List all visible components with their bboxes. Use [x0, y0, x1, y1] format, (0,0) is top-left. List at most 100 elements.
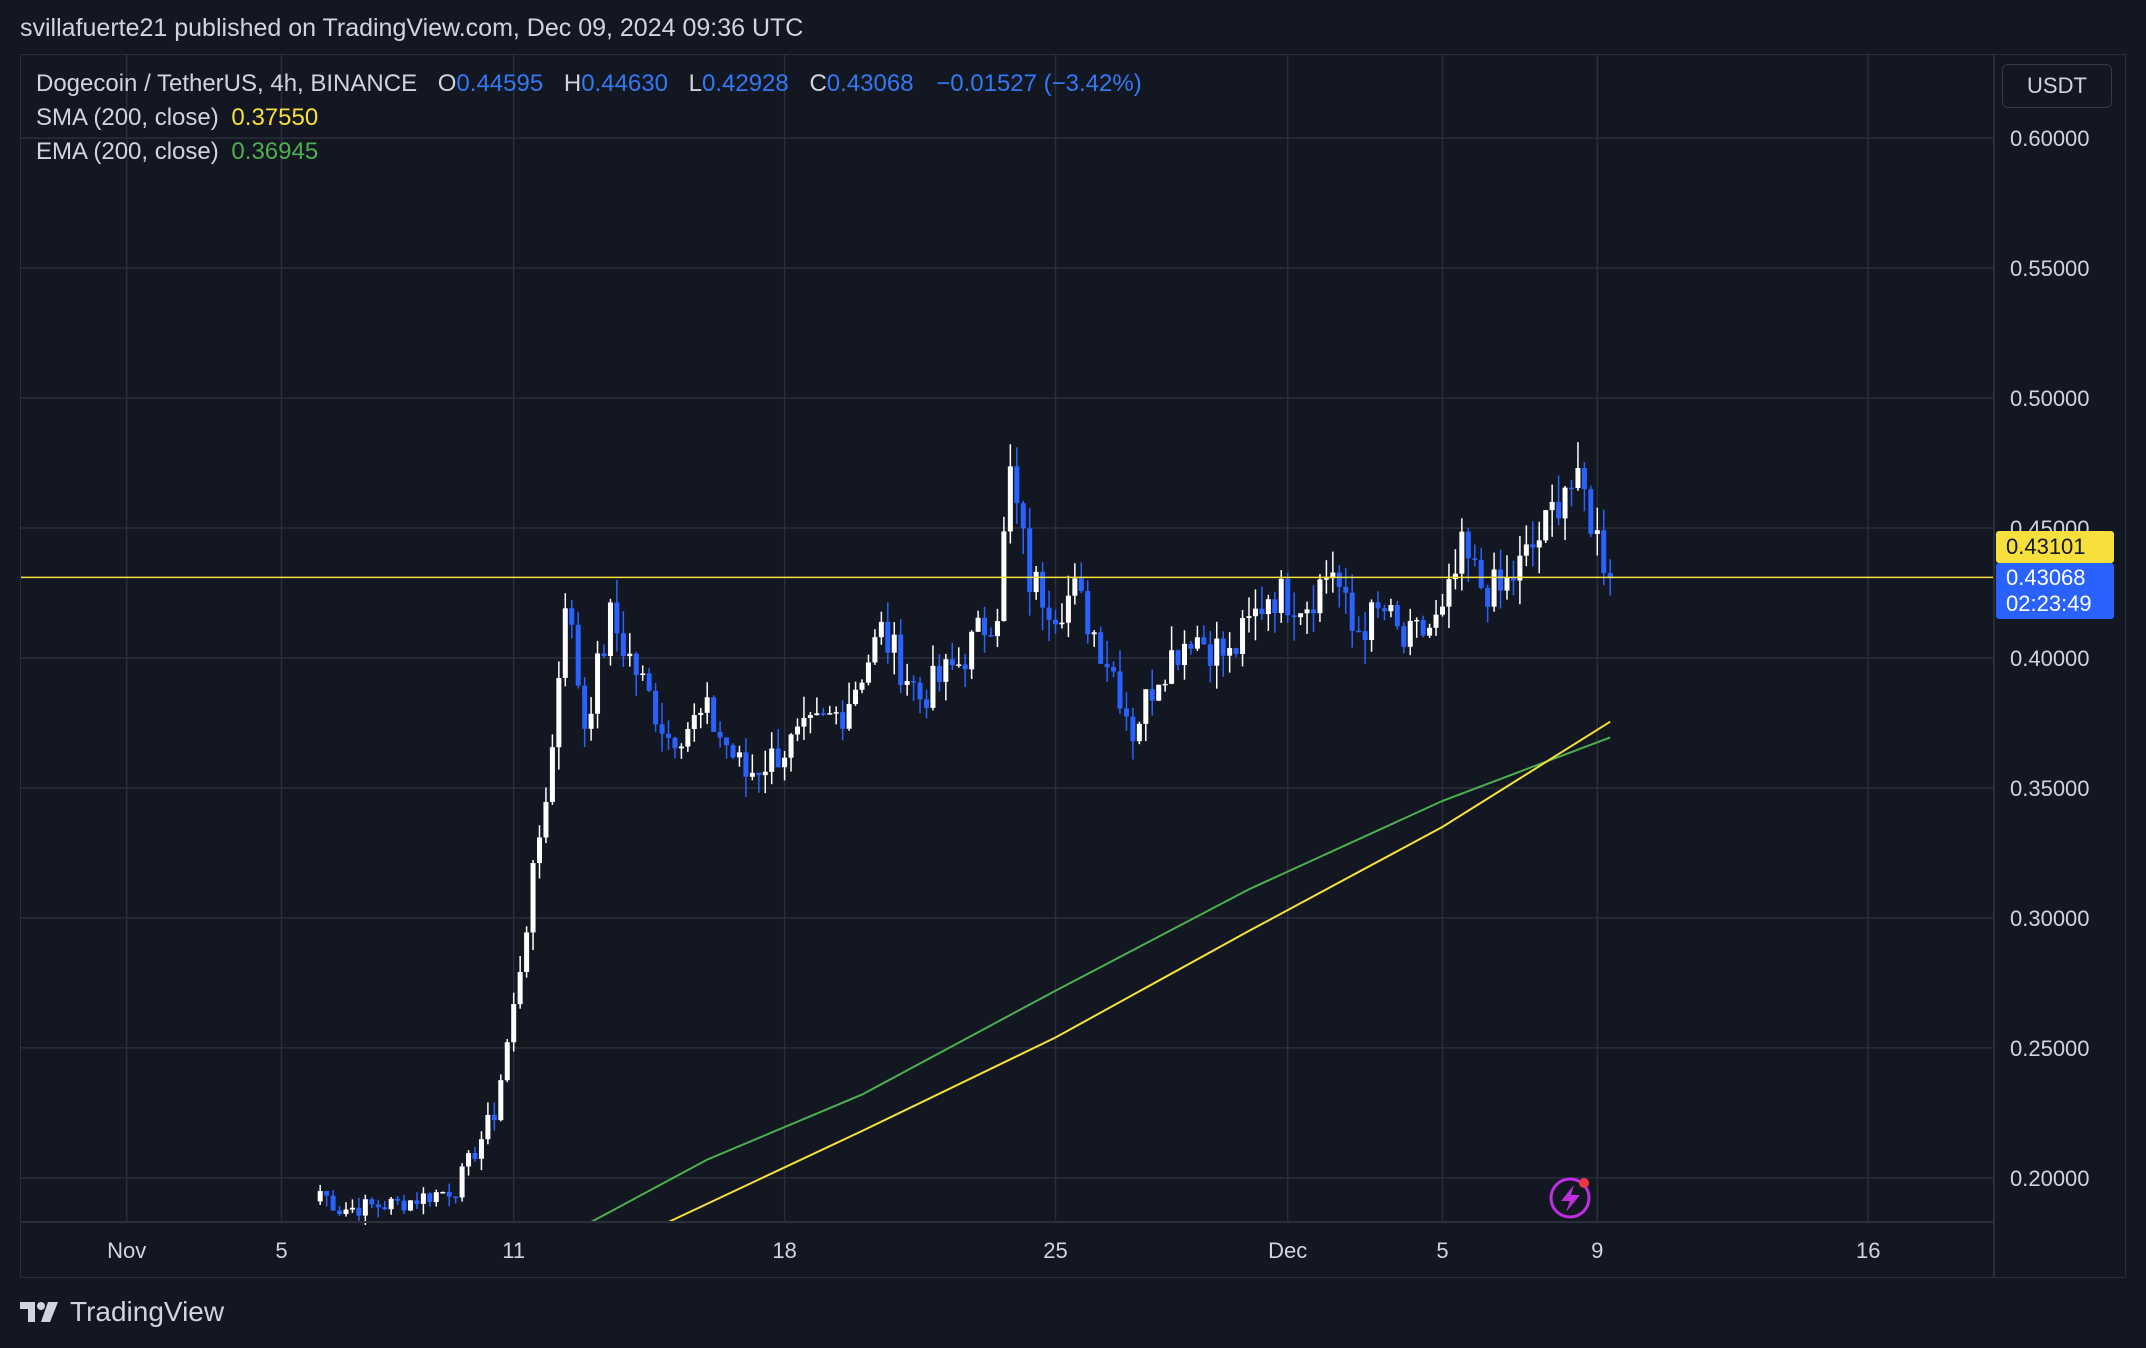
candle-up [607, 602, 613, 657]
candle-down [1420, 619, 1426, 636]
candle-up [537, 837, 542, 864]
candle-down [1381, 608, 1387, 612]
candle-down [414, 1200, 420, 1204]
candle-down [1040, 571, 1046, 608]
candle-up [595, 653, 601, 714]
candle-up [1440, 606, 1445, 615]
hline-price-label: 0.43101 [2006, 534, 2086, 559]
candle-down [717, 731, 723, 738]
candle-up [1227, 648, 1233, 656]
candle-down [1311, 609, 1316, 614]
candle-up [878, 621, 884, 638]
candle-down [711, 697, 717, 732]
candle-down [620, 633, 626, 657]
candle-down [1233, 648, 1239, 654]
candle-up [1156, 684, 1162, 701]
candle-down [949, 659, 955, 666]
candle-up [440, 1191, 446, 1194]
candle-down [1053, 619, 1058, 625]
candle-up [736, 752, 742, 758]
candle-up [1001, 531, 1007, 622]
candle-up [517, 971, 523, 1005]
candle-down [575, 624, 581, 686]
candle-down [601, 653, 607, 657]
candle-down [369, 1199, 375, 1205]
sma-label: SMA (200, close) [36, 104, 219, 131]
candle-down [743, 752, 749, 777]
candle-up [1523, 544, 1529, 556]
currency-selector[interactable]: USDT [2002, 64, 2112, 108]
last-price-label: 0.43068 [2006, 565, 2086, 590]
candle-up [1323, 578, 1329, 580]
candle-down [1027, 528, 1033, 593]
candle-up [1007, 466, 1013, 532]
candle-down [1356, 630, 1362, 633]
candle-down [1272, 599, 1278, 613]
candle-up [1575, 467, 1581, 489]
candle-up [1033, 571, 1039, 593]
price-tick-label: 0.60000 [2010, 126, 2090, 151]
candle-up [466, 1153, 472, 1167]
candle-up [769, 748, 775, 772]
brand-name: TradingView [70, 1296, 225, 1327]
legend-ema[interactable]: EMA (200, close) 0.36945 [36, 138, 324, 166]
legend-sma[interactable]: SMA (200, close) 0.37550 [36, 104, 324, 132]
ema-value: 0.36945 [231, 138, 319, 165]
candle-down [885, 621, 891, 653]
candle-up [762, 771, 768, 776]
symbol-name[interactable]: Dogecoin / TetherUS, 4h, BINANCE [36, 70, 418, 97]
candle-down [666, 733, 671, 738]
hline-price-tag[interactable]: 0.43101 [1996, 531, 2114, 563]
time-tick-label: Nov [107, 1238, 146, 1263]
candle-down [1020, 503, 1026, 529]
lightning-alert-icon[interactable] [1549, 1177, 1591, 1219]
low-value: 0.42928 [702, 70, 789, 97]
candle-up [1369, 602, 1375, 640]
candle-up [1169, 650, 1175, 684]
candle-down [911, 681, 917, 683]
candle-up [1317, 579, 1323, 614]
last-price-tag[interactable]: 0.43068 02:23:49 [1996, 563, 2114, 619]
candle-up [1091, 632, 1097, 635]
high-label: H [563, 70, 582, 97]
candle-down [820, 713, 826, 715]
time-tick-label: Dec [1268, 1238, 1307, 1263]
candle-up [1298, 613, 1304, 618]
candle-up [556, 677, 562, 748]
candle-up [1143, 689, 1149, 724]
candle-down [1104, 663, 1110, 668]
candle-up [1452, 573, 1458, 580]
candle-up [943, 659, 949, 682]
candle-down [988, 635, 994, 637]
time-tick-label: 25 [1043, 1238, 1067, 1263]
candle-up [1491, 569, 1497, 607]
candle-down [633, 653, 639, 676]
candle-up [872, 637, 878, 663]
candle-up [388, 1198, 394, 1210]
candle-down [898, 634, 904, 685]
candle-up [362, 1199, 368, 1216]
candle-up [478, 1139, 484, 1159]
candle-down [614, 602, 620, 634]
legend-ohlc: Dogecoin / TetherUS, 4h, BINANCE O0.4459… [36, 70, 1148, 98]
candle-down [1556, 501, 1562, 519]
candle-up [485, 1114, 491, 1140]
candle-down [659, 724, 665, 734]
price-tick-label: 0.25000 [2010, 1036, 2090, 1061]
tradingview-footer[interactable]: TradingView [20, 1296, 224, 1328]
candle-up [833, 712, 839, 714]
candle-down [401, 1200, 407, 1211]
candle-up [640, 673, 646, 676]
candle-down [1175, 650, 1181, 665]
candle-down [472, 1153, 478, 1159]
candle-down [1588, 489, 1594, 534]
candle-up [562, 608, 568, 678]
candle-down [330, 1195, 336, 1211]
candle-up [1194, 637, 1200, 649]
chart-frame[interactable] [20, 54, 2126, 1278]
candle-up [1504, 577, 1510, 591]
candle-up [1594, 530, 1600, 534]
candle-down [917, 682, 923, 700]
candle-down [936, 665, 942, 682]
